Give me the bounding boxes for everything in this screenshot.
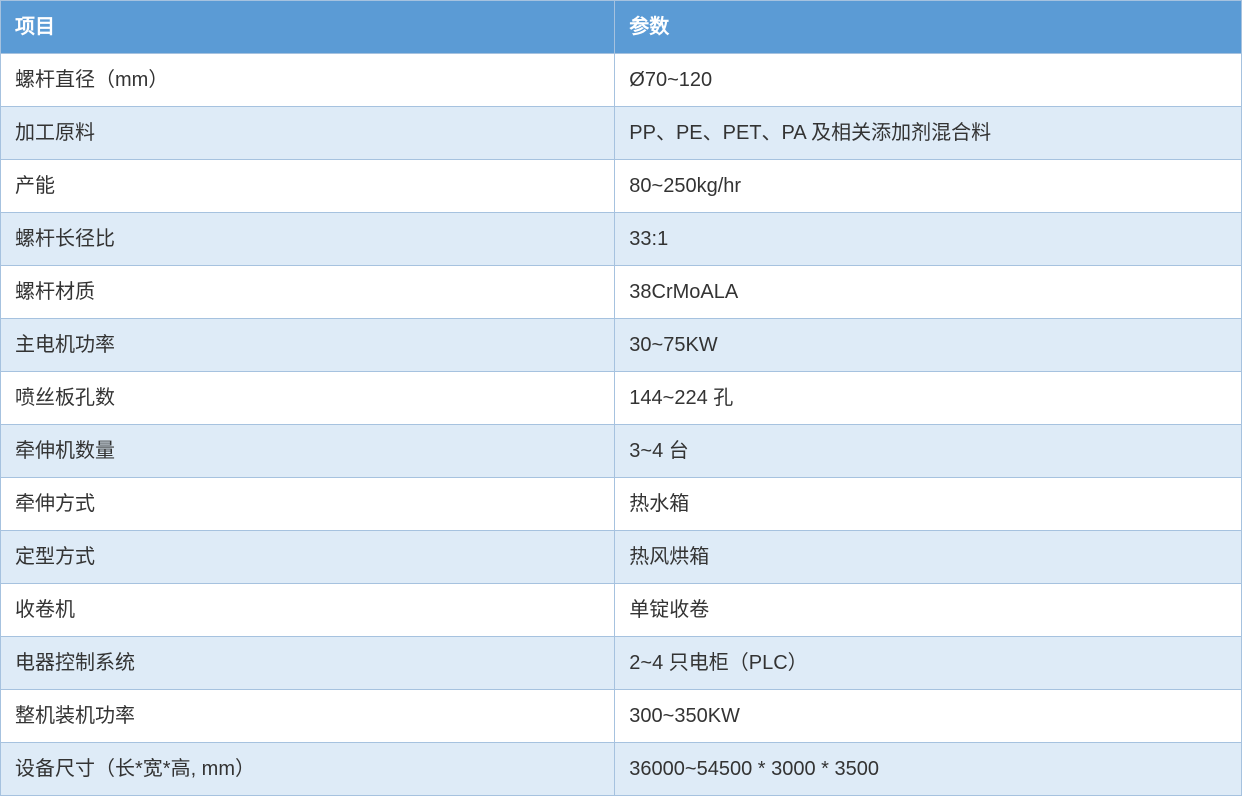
cell-item: 整机装机功率 xyxy=(1,690,615,743)
cell-item: 设备尺寸（长*宽*高, mm） xyxy=(1,743,615,796)
cell-param: 38CrMoALA xyxy=(615,266,1242,319)
cell-item: 牵伸机数量 xyxy=(1,425,615,478)
cell-param: 80~250kg/hr xyxy=(615,160,1242,213)
cell-param: 2~4 只电柜（PLC） xyxy=(615,637,1242,690)
cell-param: PP、PE、PET、PA 及相关添加剂混合料 xyxy=(615,107,1242,160)
cell-item: 产能 xyxy=(1,160,615,213)
header-row: 项目 参数 xyxy=(1,1,1242,54)
table-row: 定型方式 热风烘箱 xyxy=(1,531,1242,584)
header-param: 参数 xyxy=(615,1,1242,54)
table-row: 设备尺寸（长*宽*高, mm） 36000~54500 * 3000 * 350… xyxy=(1,743,1242,796)
table-row: 螺杆材质 38CrMoALA xyxy=(1,266,1242,319)
table-body: 螺杆直径（mm） Ø70~120 加工原料 PP、PE、PET、PA 及相关添加… xyxy=(1,54,1242,796)
table-row: 螺杆长径比 33:1 xyxy=(1,213,1242,266)
cell-item: 螺杆长径比 xyxy=(1,213,615,266)
cell-item: 主电机功率 xyxy=(1,319,615,372)
table-row: 收卷机 单锭收卷 xyxy=(1,584,1242,637)
cell-param: 300~350KW xyxy=(615,690,1242,743)
cell-param: 单锭收卷 xyxy=(615,584,1242,637)
table-row: 螺杆直径（mm） Ø70~120 xyxy=(1,54,1242,107)
table-row: 加工原料 PP、PE、PET、PA 及相关添加剂混合料 xyxy=(1,107,1242,160)
cell-item: 喷丝板孔数 xyxy=(1,372,615,425)
table-row: 牵伸方式 热水箱 xyxy=(1,478,1242,531)
spec-table: 项目 参数 螺杆直径（mm） Ø70~120 加工原料 PP、PE、PET、PA… xyxy=(0,0,1242,796)
cell-item: 牵伸方式 xyxy=(1,478,615,531)
table-row: 牵伸机数量 3~4 台 xyxy=(1,425,1242,478)
table-header: 项目 参数 xyxy=(1,1,1242,54)
header-item: 项目 xyxy=(1,1,615,54)
cell-param: 3~4 台 xyxy=(615,425,1242,478)
cell-item: 收卷机 xyxy=(1,584,615,637)
cell-item: 定型方式 xyxy=(1,531,615,584)
cell-item: 电器控制系统 xyxy=(1,637,615,690)
cell-param: 热风烘箱 xyxy=(615,531,1242,584)
cell-item: 螺杆材质 xyxy=(1,266,615,319)
cell-param: 30~75KW xyxy=(615,319,1242,372)
cell-param: Ø70~120 xyxy=(615,54,1242,107)
table-row: 产能 80~250kg/hr xyxy=(1,160,1242,213)
cell-param: 33:1 xyxy=(615,213,1242,266)
table-row: 整机装机功率 300~350KW xyxy=(1,690,1242,743)
cell-item: 加工原料 xyxy=(1,107,615,160)
cell-item: 螺杆直径（mm） xyxy=(1,54,615,107)
cell-param: 144~224 孔 xyxy=(615,372,1242,425)
cell-param: 36000~54500 * 3000 * 3500 xyxy=(615,743,1242,796)
table-row: 电器控制系统 2~4 只电柜（PLC） xyxy=(1,637,1242,690)
table-row: 喷丝板孔数 144~224 孔 xyxy=(1,372,1242,425)
cell-param: 热水箱 xyxy=(615,478,1242,531)
table-row: 主电机功率 30~75KW xyxy=(1,319,1242,372)
